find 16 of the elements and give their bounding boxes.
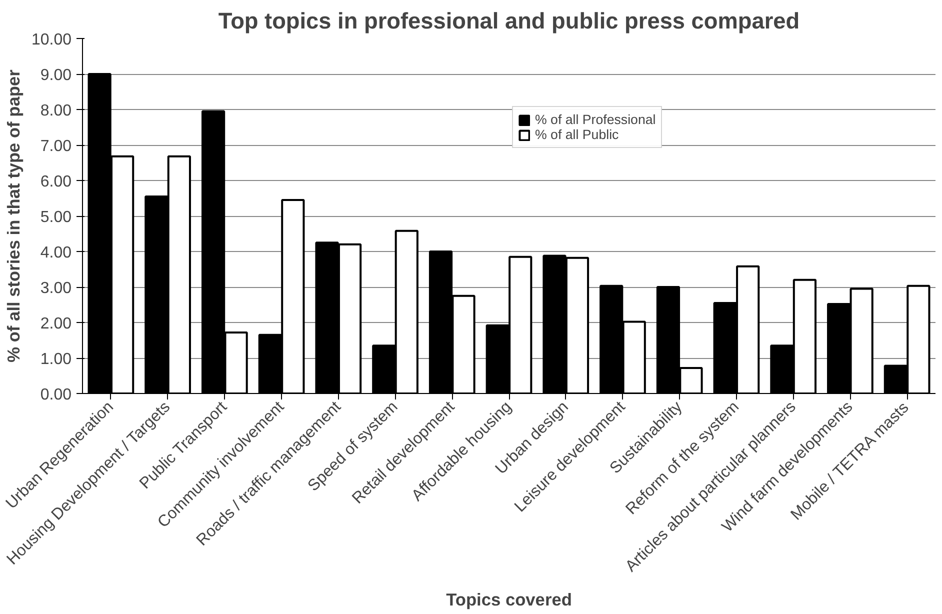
y-tick-label: 6.00	[40, 174, 72, 190]
legend-label: % of all Professional	[535, 112, 656, 127]
y-axis-title: % of all stories in that type of paper	[3, 69, 24, 362]
y-tick-label: 1.00	[40, 351, 72, 368]
y-tick-label: 8.00	[40, 102, 72, 120]
y-tick-label: 3.00	[40, 280, 72, 297]
y-tick-label: 5.00	[40, 209, 72, 226]
y-tick-label: 9.00	[40, 67, 72, 84]
x-axis-title: Topics covered	[446, 589, 572, 610]
y-tick-label: 2.00	[40, 316, 72, 332]
y-tick-label: 0.00	[40, 386, 72, 404]
y-tick-label: 7.00	[40, 138, 72, 155]
chart-title: Top topics in professional and public press compared	[218, 8, 800, 34]
y-tick-label: 10.00	[31, 32, 72, 48]
y-tick-label: 4.00	[40, 244, 72, 262]
legend-label: % of all Public	[535, 127, 619, 142]
